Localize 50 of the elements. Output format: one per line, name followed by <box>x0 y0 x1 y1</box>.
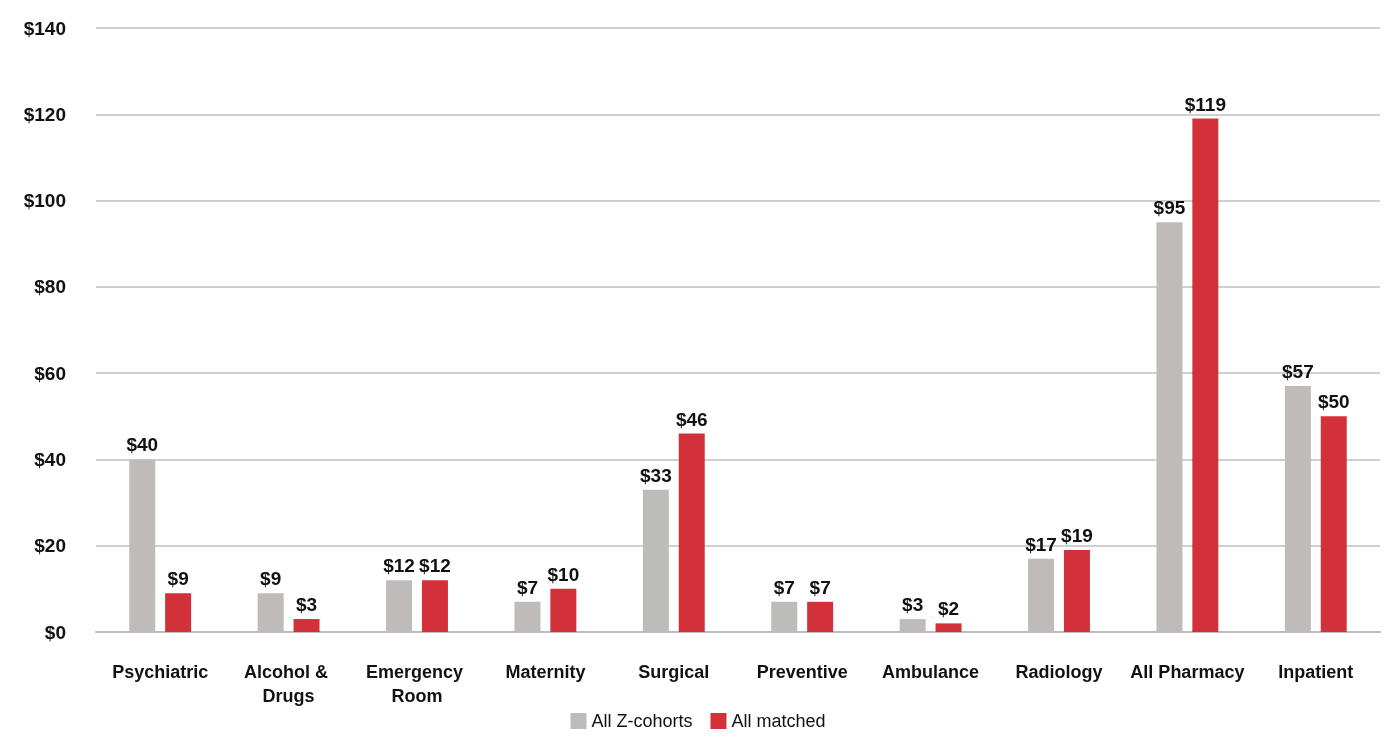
data-label: $7 <box>516 576 539 598</box>
x-tick-label: All Pharmacy <box>1130 662 1245 682</box>
data-label: $3 <box>902 594 924 616</box>
data-label: $33 <box>640 464 672 486</box>
x-tick-label: Preventive <box>756 662 848 682</box>
bar <box>293 619 320 632</box>
data-label: $95 <box>1153 197 1186 219</box>
data-label: $40 <box>126 434 159 456</box>
y-tick-label: $40 <box>34 448 66 470</box>
x-tick-label: Maternity <box>505 662 586 682</box>
data-label: $9 <box>260 568 282 590</box>
x-tick-label: Inpatient <box>1278 662 1354 682</box>
data-label: $46 <box>675 408 708 430</box>
x-tick-label: Surgical <box>638 662 710 682</box>
data-label: $17 <box>1025 533 1057 555</box>
y-tick-label: $120 <box>23 103 66 125</box>
bar <box>1192 118 1219 632</box>
bar <box>807 601 834 632</box>
x-tick-label: Emergency Room <box>365 662 469 706</box>
bar <box>1063 550 1090 632</box>
y-tick-label: $80 <box>34 276 66 298</box>
data-label: $19 <box>1061 525 1093 547</box>
x-tick-label: Psychiatric <box>112 662 209 682</box>
bar <box>165 593 192 632</box>
x-tick-label: Alcohol & Drugs <box>244 662 334 706</box>
y-tick-label: $20 <box>34 535 66 557</box>
bar <box>935 623 962 632</box>
data-label: $12 <box>419 555 451 577</box>
data-label: $50 <box>1317 391 1350 413</box>
y-tick-label: $100 <box>23 190 66 212</box>
x-tick-label: Radiology <box>1015 662 1103 682</box>
y-tick-label: $0 <box>44 621 66 643</box>
bar <box>678 433 705 632</box>
data-label: $7 <box>773 576 795 598</box>
data-label: $12 <box>383 555 415 577</box>
bar <box>550 588 577 632</box>
data-label: $3 <box>295 594 318 616</box>
bar <box>1320 416 1347 632</box>
bar <box>421 580 448 632</box>
legend-label: All Z-cohorts <box>591 711 693 731</box>
data-label: $10 <box>547 563 580 585</box>
data-label: $119 <box>1184 93 1226 115</box>
data-label: $9 <box>167 568 189 590</box>
y-tick-label: $60 <box>34 362 66 384</box>
data-label: $2 <box>937 598 960 620</box>
y-tick-label: $140 <box>23 17 66 39</box>
x-tick-label: Ambulance <box>882 662 980 682</box>
data-label: $57 <box>1282 361 1314 383</box>
legend-label: All matched <box>731 711 826 731</box>
data-label: $7 <box>809 576 831 598</box>
